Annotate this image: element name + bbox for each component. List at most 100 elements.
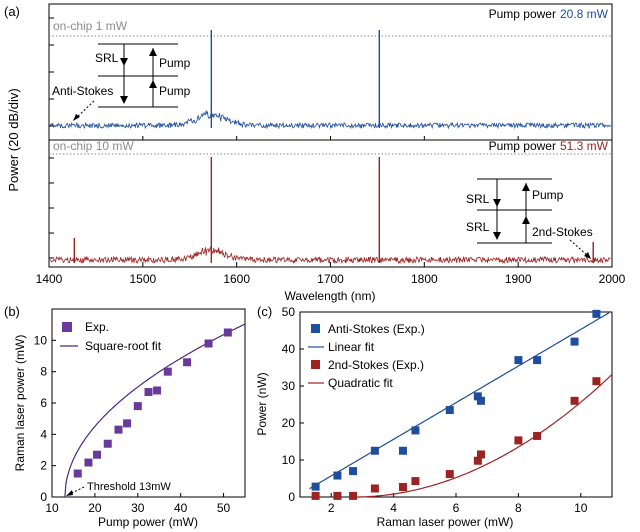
anti-stokes-point [411,426,420,435]
panel-c-ylabel: Power (nW) [255,372,269,435]
panel-a-xlabel: Wavelength (nm) [285,289,376,303]
panel-b-legend: Exp. Square-root fit [60,320,162,353]
c-ytick-label: 30 [282,379,296,393]
b-ytick-label: 6 [40,396,47,410]
b-xtick-label: 10 [45,501,59,515]
panel-b-label: (b) [4,304,20,319]
top-pump-value: 20.8 mW [560,7,609,21]
b-xtick-label: 30 [131,501,145,515]
a-xtick-label: 1800 [411,272,438,286]
c-xtick-label: 4 [390,501,397,515]
b-xtick-label: 40 [174,501,188,515]
bottom-pump-label: Pump power [489,139,556,153]
panel-a-yticks [49,17,54,259]
anti-stokes-point [473,392,482,401]
bottom-pump-power: Pump power 51.3 mW [489,139,609,153]
panel-a-ylabel: Power (20 dB/div) [6,88,21,191]
bottom-pump-value: 51.3 mW [560,139,609,153]
second-stokes-point [311,491,320,500]
c-xtick-label: 2 [328,501,335,515]
anti-stokes-point [333,471,342,480]
a-xtick-label: 1500 [129,272,156,286]
exp-point [223,328,232,337]
c-ytick-label: 10 [282,453,296,467]
panel-a-label: (a) [4,4,20,19]
exp-point [84,458,93,467]
square-root-fit-line [64,323,246,498]
exp-point [73,469,82,478]
legend-second-stokes-marker [311,360,320,369]
linear-fit-line [309,312,610,490]
a-xtick-label: 1600 [223,272,250,286]
bottom-energy-diagram [477,178,552,244]
legend-second-stokes-label: 2nd-Stokes (Exp.) [328,358,424,372]
anti-stokes-point [592,309,601,318]
exp-point [123,419,132,428]
panel-b-ylabel: Raman laser power (mW) [13,335,27,472]
second-stokes-point [398,483,407,492]
panel-b-ticks: 10 20 30 40 50 0 2 4 6 8 10 [34,333,231,515]
noise-floor-trace [49,246,611,265]
top-pump-power: Pump power 20.8 mW [489,7,609,21]
exp-point [133,402,142,411]
anti-stokes-point [311,482,320,491]
b-ytick-label: 8 [40,365,47,379]
top-pump-label-1: Pump [159,56,191,70]
panel-c-label: (c) [257,304,272,319]
c-xtick-label: 6 [453,501,460,515]
anti-stokes-point [570,337,579,346]
second-stokes-point [570,396,579,405]
anti-stokes-arrow [73,100,95,121]
legend-exp-label: Exp. [85,320,109,334]
top-pump-label: Pump power [489,7,556,21]
anti-stokes-point [514,356,523,365]
square-root-fit [64,323,246,498]
exp-point [183,358,192,367]
c-xtick-label: 10 [574,501,588,515]
top-srl-label: SRL [95,51,119,65]
b-ytick-label: 2 [40,459,47,473]
exp-point [163,367,172,376]
anti-stokes-point [398,446,407,455]
b-ytick-label: 0 [40,490,47,504]
threshold-arrow [66,486,85,496]
exp-point [204,339,213,348]
panel-c-points [311,309,601,500]
second-stokes-point [473,456,482,465]
bottom-spectrum [49,157,611,265]
second-stokes-point [533,431,542,440]
panel-b-points [73,328,232,478]
second-stokes-point [349,491,358,500]
bottom-srl-label-2: SRL [466,220,490,234]
legend-linear-fit-label: Linear fit [328,340,375,354]
second-stokes-point [445,470,454,479]
legend-anti-stokes-marker [311,324,320,333]
second-stokes-point [592,377,601,386]
second-stokes-point [476,450,485,459]
legend-fit-label: Square-root fit [85,339,162,353]
panel-a-xticks: 1400 1500 1600 1700 1800 1900 2000 [36,136,626,286]
top-energy-diagram [98,43,178,108]
c-ytick-label: 0 [288,490,295,504]
panel-c-xlabel: Raman laser power (mW) [377,515,514,529]
second-stokes-point [514,436,523,445]
c-ytick-label: 50 [282,305,296,319]
exp-point [144,388,153,397]
bottom-level-label: on-chip 10 mW [53,139,134,153]
panel-c-ticks: 2 4 6 8 10 0 10 20 30 40 50 [282,305,588,515]
legend-anti-stokes-label: Anti-Stokes (Exp.) [328,322,425,336]
exp-point [93,450,102,459]
threshold-label: Threshold 13mW [87,481,171,493]
c-xtick-label: 8 [515,501,522,515]
exp-point [114,425,123,434]
panel-b-xlabel: Pump power (mW) [98,515,198,529]
second-stokes-point [411,477,420,486]
panel-b-axes [51,308,246,498]
legend-exp-marker [62,322,72,332]
top-pump-label-2: Pump [159,84,191,98]
second-stokes-arrow [569,239,591,259]
c-ytick-label: 40 [282,342,296,356]
noise-floor-trace [49,110,612,130]
anti-stokes-point [533,356,542,365]
